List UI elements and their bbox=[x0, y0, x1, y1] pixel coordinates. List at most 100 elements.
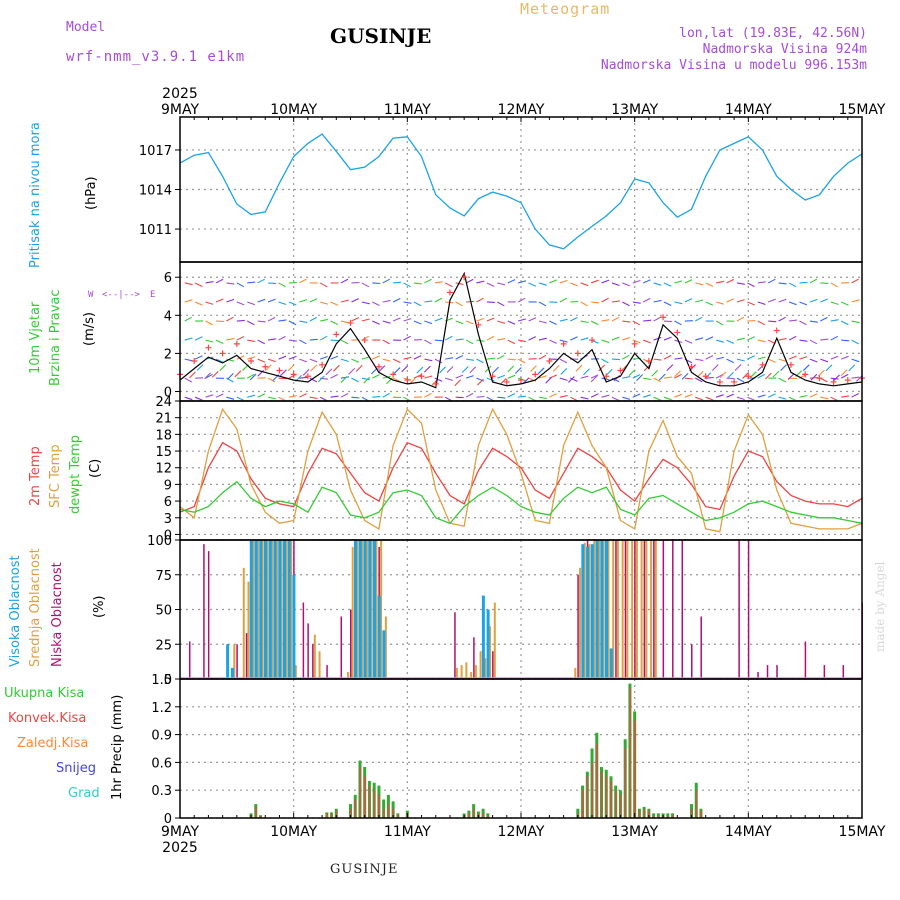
wind-arrow bbox=[211, 370, 219, 378]
wind-arrow bbox=[830, 319, 839, 322]
dewpoint-series-line bbox=[179, 480, 863, 525]
low-cloud-bar bbox=[207, 551, 210, 679]
wind-arrow bbox=[434, 297, 443, 303]
convective-rain-bar bbox=[672, 815, 674, 818]
wind-arrow bbox=[484, 365, 492, 373]
mid-cloud-bar bbox=[588, 544, 591, 679]
wind-arrow bbox=[257, 358, 266, 363]
footer-station: GUSINJE bbox=[330, 862, 399, 877]
pressure-series-line bbox=[179, 133, 863, 250]
x-tick-label-top: 12MAY bbox=[498, 102, 545, 118]
convective-rain-bar bbox=[260, 816, 262, 818]
wind-arrow bbox=[204, 372, 212, 380]
y-tick-label: 1.5 bbox=[151, 673, 172, 688]
wind-arrow bbox=[538, 337, 547, 341]
wind-arrow bbox=[299, 320, 308, 323]
wind-arrow bbox=[401, 365, 409, 373]
wind-arrow bbox=[309, 298, 318, 303]
low-cloud-bar bbox=[823, 665, 826, 679]
legend-snow: Snijeg bbox=[56, 761, 96, 776]
mid-cloud-bar bbox=[579, 567, 582, 679]
wind-arrow bbox=[257, 320, 266, 323]
convective-rain-bar bbox=[482, 813, 485, 818]
x-tick-label-top: 13MAY bbox=[611, 102, 658, 118]
convective-rain-bar bbox=[387, 804, 390, 818]
wind-arrow bbox=[674, 357, 683, 360]
convective-rain-bar bbox=[335, 810, 338, 818]
wind-arrow bbox=[663, 320, 673, 323]
wind-arrow bbox=[507, 365, 515, 373]
mid-cloud-bar bbox=[493, 602, 496, 679]
wind-arrow bbox=[789, 319, 798, 322]
wind-arrow bbox=[340, 339, 349, 345]
wind-arrow bbox=[768, 358, 776, 363]
wind-gust-marker bbox=[802, 371, 809, 378]
wind-gust-marker bbox=[333, 331, 340, 338]
wind-arrow bbox=[538, 301, 547, 307]
wind-arrow bbox=[632, 339, 641, 344]
wind-arrow bbox=[351, 298, 359, 303]
wind-arrow bbox=[194, 396, 203, 401]
wind-arrow bbox=[742, 372, 750, 379]
wind-arrow bbox=[719, 371, 727, 379]
wind-arrow bbox=[226, 372, 234, 380]
wind-arrow bbox=[351, 358, 360, 363]
wind-arrow bbox=[247, 281, 256, 284]
wind-arrow bbox=[530, 365, 537, 373]
wind-arrow bbox=[653, 299, 662, 303]
low-cloud-bar bbox=[804, 641, 807, 679]
convective-rain-bar bbox=[364, 776, 366, 818]
wind-arrow bbox=[319, 335, 328, 341]
wind-arrow bbox=[476, 395, 485, 398]
wind-arrow bbox=[695, 358, 704, 362]
high-cloud-bar bbox=[382, 630, 386, 679]
wind-arrow bbox=[196, 364, 204, 371]
wind-arrow bbox=[446, 366, 454, 373]
wind-arrow bbox=[278, 319, 287, 322]
wind-arrow bbox=[477, 378, 484, 386]
wind-arrow bbox=[622, 396, 631, 400]
wind-arrow bbox=[215, 278, 224, 284]
wind-arrow bbox=[715, 339, 724, 343]
low-cloud-bar bbox=[766, 665, 769, 679]
high-cloud-bar bbox=[363, 540, 367, 679]
wind-arrow bbox=[580, 282, 589, 287]
mid-cloud-bar bbox=[474, 665, 477, 679]
wind-arrow bbox=[340, 358, 349, 363]
wind-arrow bbox=[465, 339, 474, 345]
wind-arrow bbox=[264, 364, 272, 372]
wind-arrow bbox=[319, 282, 328, 288]
wind-arrow bbox=[840, 369, 848, 376]
wind-gust-marker bbox=[503, 378, 510, 385]
wind-arrow bbox=[392, 317, 401, 322]
wind-arrow bbox=[372, 320, 380, 325]
wind-arrow bbox=[851, 320, 860, 324]
wind-arrow bbox=[288, 355, 297, 360]
wind-gust-marker bbox=[702, 373, 709, 380]
wind-arrow bbox=[736, 396, 745, 401]
wind-arrow bbox=[215, 339, 224, 344]
wind-arrow bbox=[695, 396, 703, 401]
wind-arrow bbox=[715, 320, 724, 326]
y-tick-label: 21 bbox=[155, 412, 172, 427]
wind-gust-marker bbox=[347, 319, 354, 326]
wind-arrow bbox=[518, 318, 527, 322]
wind-arrow bbox=[333, 364, 340, 372]
y-tick-label: 6 bbox=[164, 271, 172, 286]
wind-arrow bbox=[825, 364, 833, 372]
wind-arrow bbox=[382, 339, 390, 345]
wind-arrow bbox=[247, 339, 256, 343]
wind-arrow bbox=[302, 368, 310, 376]
wind-arrow bbox=[194, 355, 203, 360]
wind-arrow bbox=[424, 320, 433, 325]
wind-gust-marker bbox=[219, 350, 226, 357]
high-cloud-bar bbox=[278, 540, 282, 679]
wind-gust-marker bbox=[589, 337, 596, 344]
mid-cloud-bar bbox=[261, 540, 264, 679]
wind-arrow bbox=[309, 338, 318, 341]
wind-arrow bbox=[611, 300, 620, 303]
wind-arrow bbox=[715, 373, 724, 379]
mid-cloud-bar bbox=[455, 667, 458, 679]
wind-arrow bbox=[799, 339, 808, 342]
wind-arrow bbox=[851, 278, 859, 284]
